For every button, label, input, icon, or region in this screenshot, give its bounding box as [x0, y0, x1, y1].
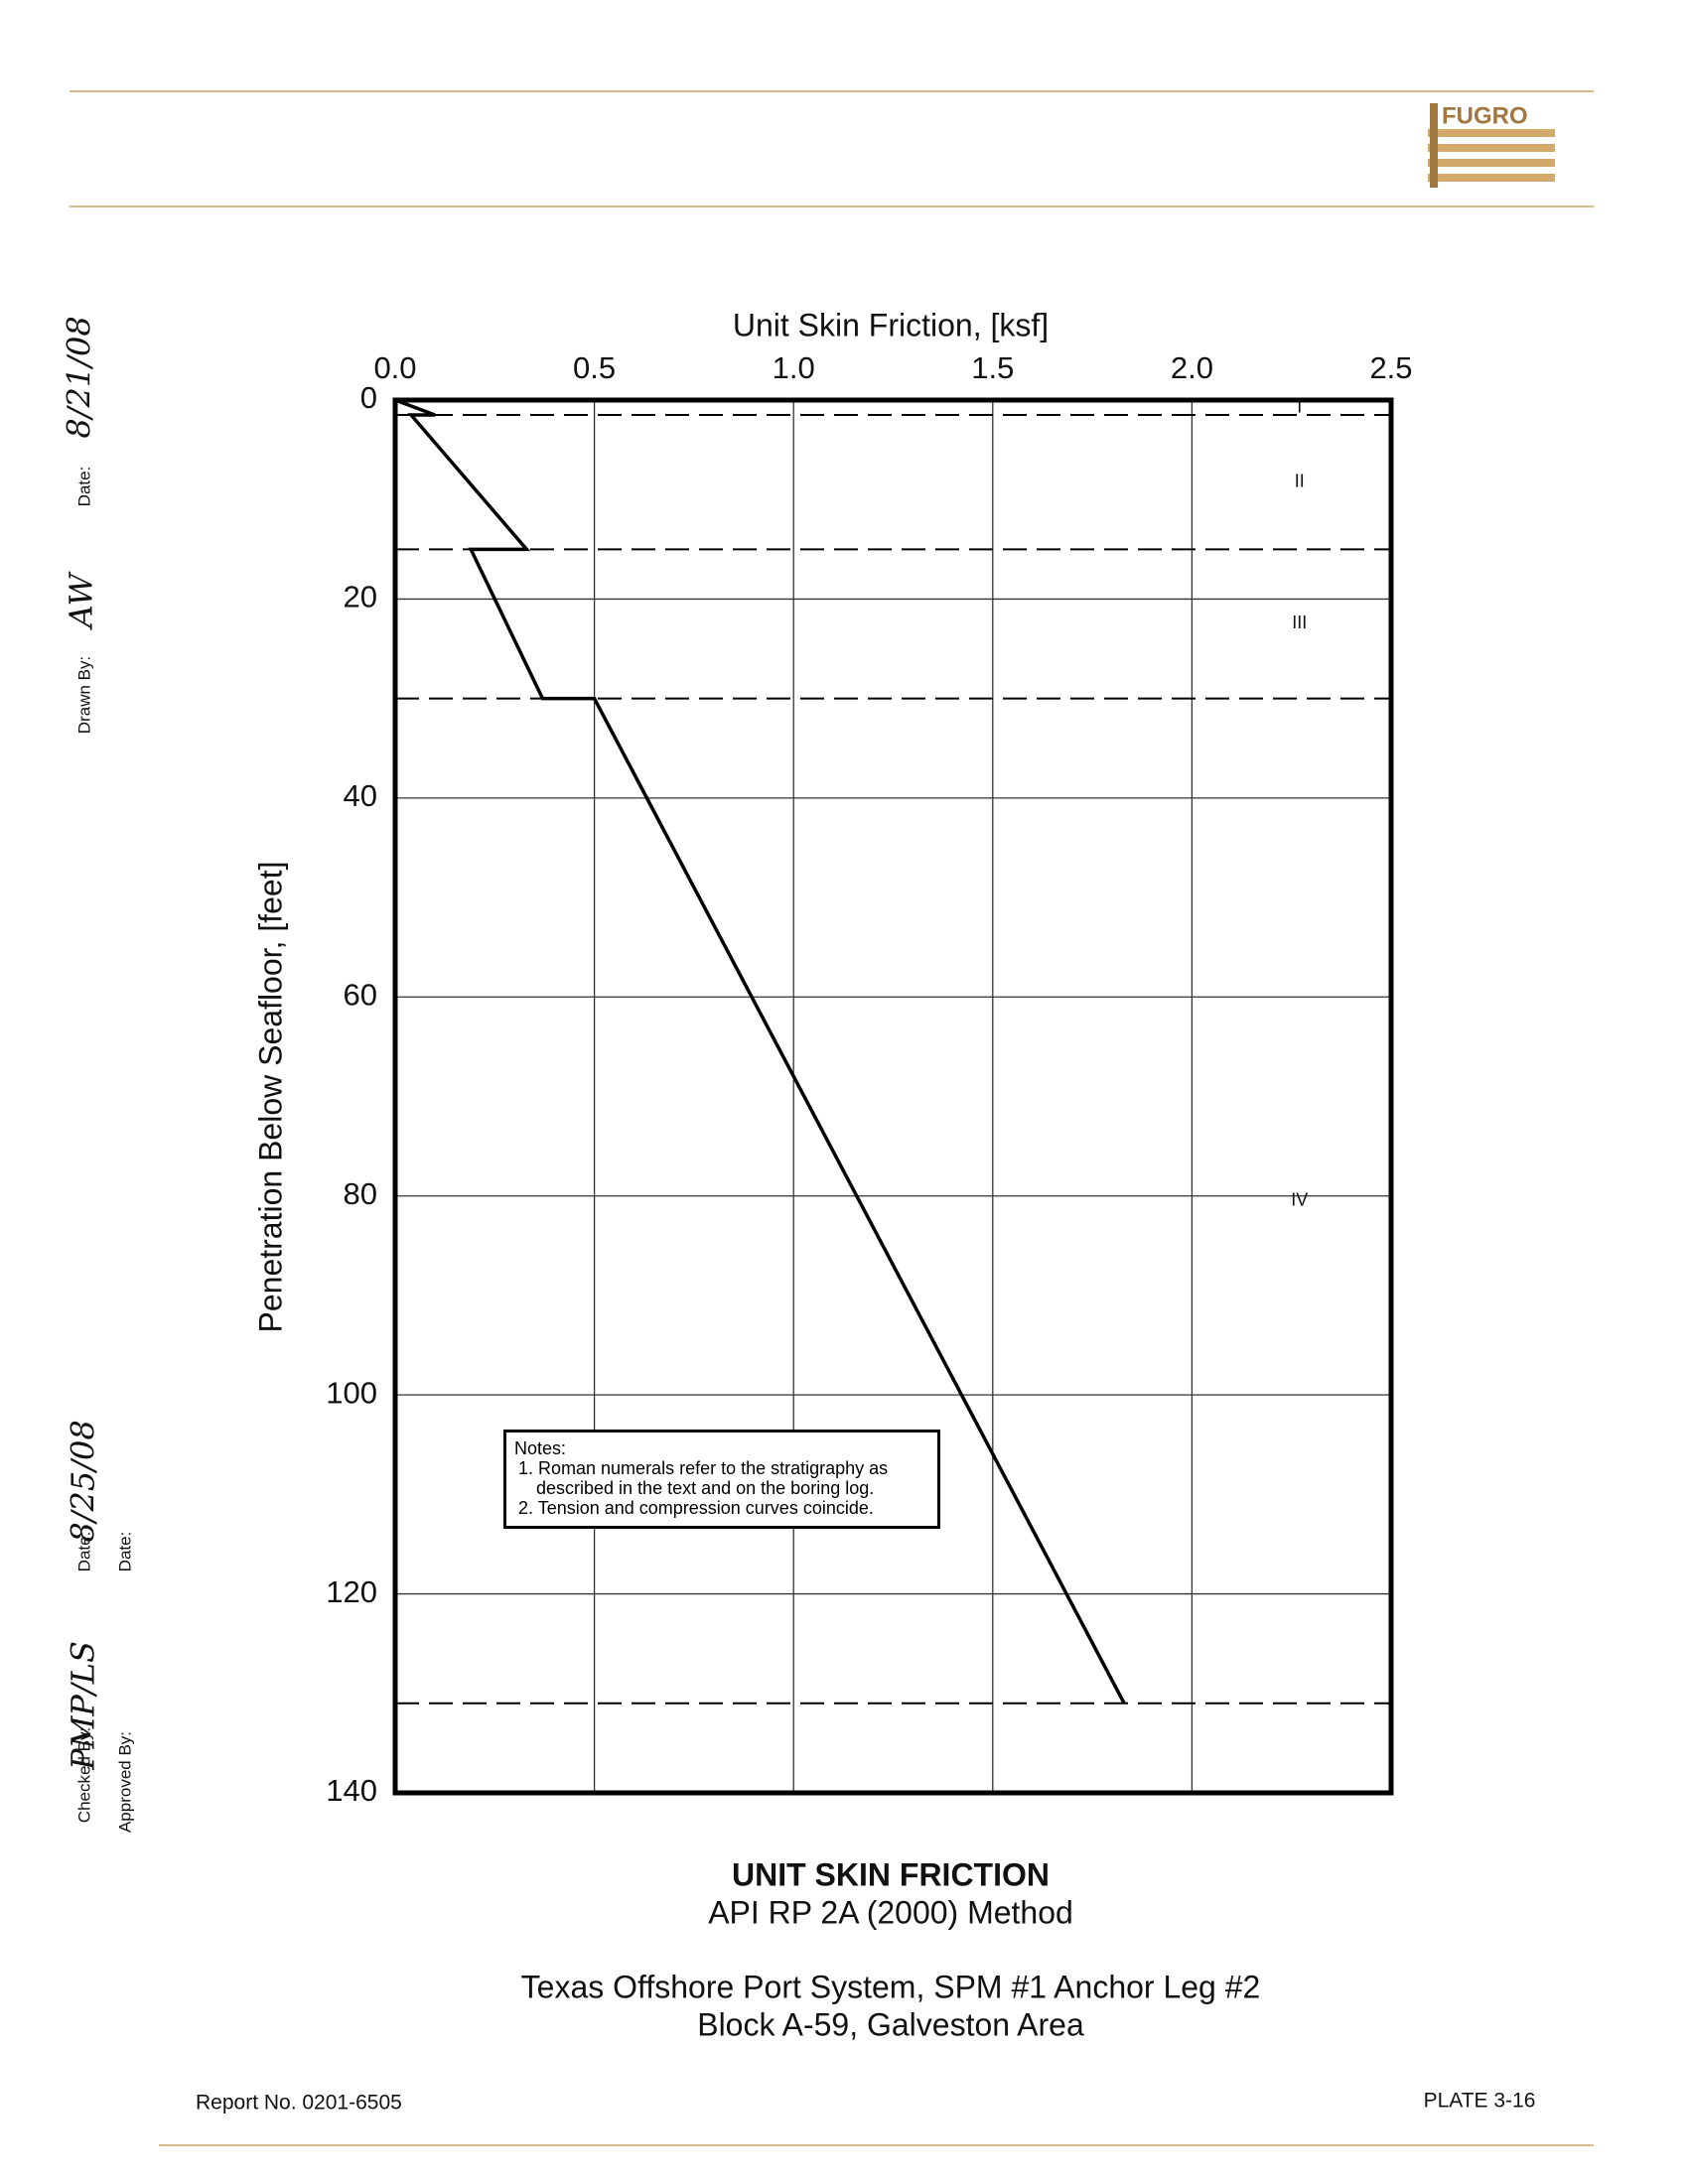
x-tick-label: 0.0	[373, 350, 416, 385]
logo: FUGRO	[1428, 102, 1555, 188]
label: Checked By:	[74, 1727, 93, 1823]
handwritten: PMP/LS	[65, 1641, 102, 1771]
handwritten: 8/21/08	[61, 316, 98, 438]
title: UNIT SKIN FRICTION	[732, 1856, 1050, 1892]
y-tick-label: 140	[326, 1773, 377, 1808]
layer-label: II	[1295, 471, 1305, 490]
handwritten: AW	[63, 571, 100, 631]
location: Block A-59, Galveston Area	[697, 2006, 1084, 2042]
x-tick-label: 1.0	[773, 350, 815, 385]
y-tick-label: 100	[326, 1375, 377, 1410]
x-tick-label: 1.5	[971, 350, 1014, 385]
plate: PLATE 3-16	[1424, 2090, 1536, 2113]
label: Date:	[74, 1532, 93, 1572]
report-number: Report No. 0201-6505	[196, 2092, 402, 2115]
project: Texas Offshore Port System, SPM #1 Ancho…	[521, 1969, 1261, 2004]
y-tick-label: 40	[344, 778, 377, 813]
layer-label: III	[1292, 613, 1307, 632]
label: Drawn By:	[74, 656, 93, 734]
label: Approved By:	[115, 1731, 134, 1833]
x-tick-label: 2.0	[1171, 350, 1213, 385]
x-tick-label: 0.5	[573, 350, 616, 385]
note: 1. Roman numerals refer to the stratigra…	[518, 1458, 889, 1498]
plot-frame	[392, 397, 1394, 1796]
friction-line	[394, 398, 1126, 1705]
notes-box: Notes: 1. Roman numerals refer to the st…	[503, 1430, 940, 1529]
y-tick-label: 80	[344, 1176, 377, 1211]
y-tick-label: 0	[360, 380, 377, 415]
note: 2. Tension and compression curves coinci…	[518, 1498, 874, 1518]
y-axis-title: Penetration Below Seafloor, [feet]	[252, 862, 288, 1333]
notes-heading: Notes:	[514, 1438, 567, 1458]
y-tick-label: 60	[344, 977, 377, 1012]
handwritten: 8/25/08	[65, 1420, 102, 1542]
subtitle: API RP 2A (2000) Method	[708, 1894, 1073, 1930]
x-tick-label: 2.5	[1369, 350, 1412, 385]
layer-label: IV	[1291, 1189, 1308, 1209]
label: Date:	[115, 1532, 134, 1572]
label: Date:	[74, 467, 93, 507]
y-tick-label: 20	[344, 580, 377, 614]
y-tick-label: 120	[326, 1574, 377, 1609]
x-axis-title: Unit Skin Friction, [ksf]	[733, 307, 1049, 342]
layer-label: I	[1297, 396, 1302, 416]
logo-text: FUGRO	[1442, 102, 1528, 129]
